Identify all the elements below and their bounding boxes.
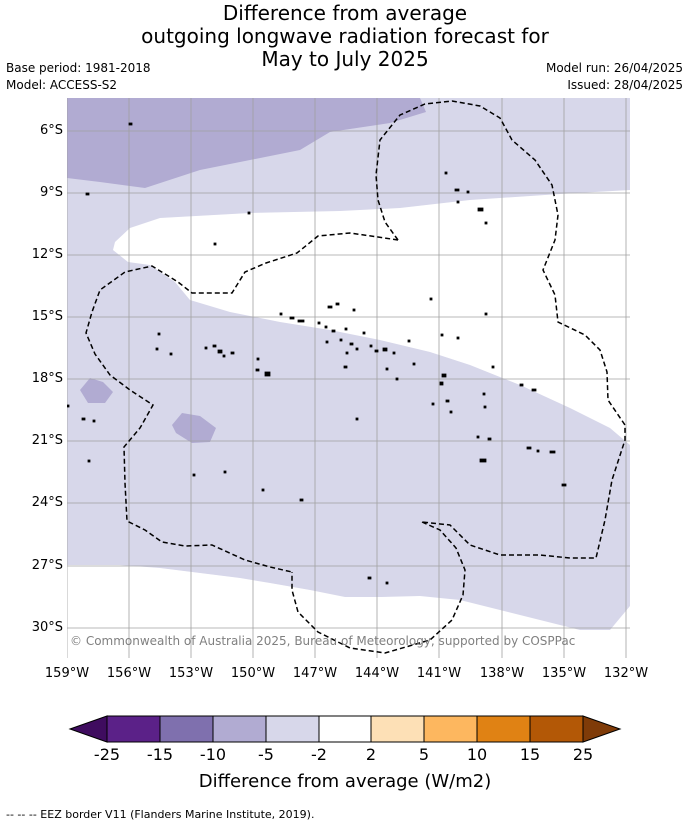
colorbar-tick-25: 25	[572, 745, 594, 764]
model-text: Model: ACCESS-S2	[6, 78, 118, 92]
base-period-text: Base period: 1981-2018	[6, 61, 151, 75]
issued-text: Issued: 28/04/2025	[567, 78, 683, 92]
island-outlines	[67, 122, 567, 585]
colorbar-bin-4	[265, 715, 320, 743]
colorbar-tick-minus2: -2	[311, 745, 327, 764]
copyright-text: © Commonwealth of Australia 2025, Bureau…	[70, 634, 576, 648]
olr-anomaly-minus5-minus2-region	[67, 98, 630, 630]
colorbar-bin-2	[159, 715, 214, 743]
lon-label-147w: 147°W	[292, 666, 338, 681]
lat-label-21s: 21°S	[31, 433, 63, 448]
olr-anomaly-minus10-minus5-patch-1	[80, 378, 113, 403]
eez-border-central	[85, 232, 399, 573]
lon-label-159w: 159°W	[44, 666, 90, 681]
colorbar-tick-15: 15	[519, 745, 541, 764]
eez-borders	[85, 100, 626, 654]
colorbar-tick-minus10: -10	[199, 745, 227, 764]
model-run-text: Model run: 26/04/2025	[545, 61, 683, 75]
grid-lines	[67, 98, 630, 658]
colorbar-extend-high	[582, 715, 622, 743]
lat-label-18s: 18°S	[31, 371, 63, 386]
colorbar-extend-low	[68, 715, 108, 743]
lon-label-153w: 153°W	[168, 666, 214, 681]
colorbar-tick-minus5: -5	[258, 745, 274, 764]
colorbar-bin-6	[370, 715, 425, 743]
colorbar-bin-7	[423, 715, 478, 743]
olr-anomaly-minus10-minus5-region	[67, 98, 426, 188]
eez-border-north	[375, 100, 626, 559]
map-title: Difference from average outgoing longwav…	[0, 2, 690, 71]
lat-label-30s: 30°S	[31, 620, 63, 635]
colorbar-bin-9	[529, 715, 584, 743]
colorbar-bin-5	[318, 715, 372, 743]
colorbar	[68, 715, 622, 743]
title-line-3: May to July 2025	[261, 47, 429, 71]
colorbar-title: Difference from average (W/m2)	[198, 771, 492, 792]
eez-border-south	[291, 521, 466, 654]
lon-label-138w: 138°W	[479, 666, 525, 681]
colorbar-tick-minus25: -25	[93, 745, 121, 764]
colorbar-bin-1	[106, 715, 161, 743]
lat-label-12s: 12°S	[31, 247, 63, 262]
map-area	[67, 98, 630, 658]
colorbar-bin-3	[212, 715, 267, 743]
lon-label-150w: 150°W	[230, 666, 276, 681]
olr-anomaly-minus10-minus5-patch-2	[172, 413, 216, 443]
lat-label-27s: 27°S	[31, 558, 63, 573]
title-line-1: Difference from average	[222, 1, 468, 25]
colorbar-tick-5: 5	[418, 745, 430, 764]
lon-label-156w: 156°W	[106, 666, 152, 681]
lat-label-24s: 24°S	[31, 495, 63, 510]
eez-legend-footer: -- -- -- EEZ border V11 (Flanders Marine…	[6, 808, 315, 821]
lat-label-6s: 6°S	[39, 123, 63, 138]
lat-label-9s: 9°S	[39, 185, 63, 200]
colorbar-tick-2: 2	[365, 745, 377, 764]
colorbar-tick-10: 10	[466, 745, 488, 764]
title-line-2: outgoing longwave radiation forecast for	[141, 24, 549, 48]
lon-label-141w: 141°W	[416, 666, 462, 681]
lon-label-144w: 144°W	[354, 666, 400, 681]
lon-label-132w: 132°W	[603, 666, 649, 681]
lon-label-135w: 135°W	[541, 666, 587, 681]
lat-label-15s: 15°S	[31, 309, 63, 324]
colorbar-tick-minus15: -15	[146, 745, 174, 764]
colorbar-bin-8	[476, 715, 531, 743]
